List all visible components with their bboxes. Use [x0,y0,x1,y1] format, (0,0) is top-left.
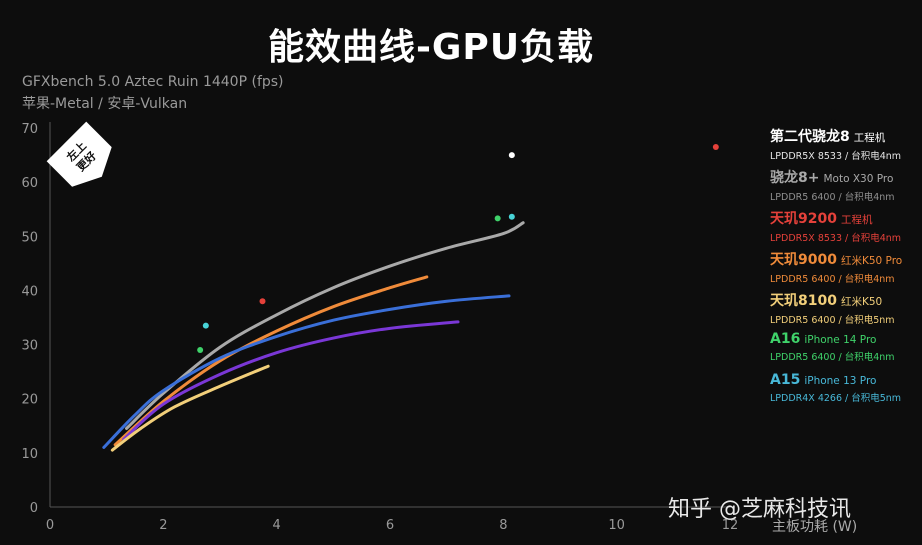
legend-item-spec: LPDDR5X 8533 / 台积电4nm [770,151,902,162]
data-point [202,322,209,329]
legend-chip-name: 天玑9200 [770,211,837,227]
data-point [494,215,501,222]
legend-item-name: A15 iPhone 13 Pro [770,372,920,388]
data-point [259,298,266,305]
chart-title: 能效曲线-GPU负载 [267,27,595,68]
y-tick-label: 40 [21,284,38,299]
legend-item: 天玑9000 红米K50 Pro LPDDR5 6400 / 台积电4nm [770,249,920,290]
legend-item-spec: LPDDR5 6400 / 台积电4nm [770,192,895,203]
y-tick-label: 60 [21,176,38,191]
data-point [508,152,515,159]
legend: 第二代骁龙8 工程机 LPDDR5X 8533 / 台积电4nm 骁龙8+ Moto X… [770,126,920,413]
data-point [712,143,719,150]
legend-device-model: 工程机 [840,214,873,226]
legend-item-name: 天玑8100 红米K50 [770,290,920,310]
legend-chip-name: A15 [770,372,801,388]
data-point [197,346,204,353]
legend-item-spec: LPDDR5X 8533 / 台积电4nm [770,233,902,244]
legend-item: A16 iPhone 14 Pro LPDDR5 6400 / 台积电4nm [770,331,920,372]
legend-device-model: 红米K50 Pro [840,255,903,267]
legend-device-model: 红米K50 [840,296,883,308]
x-tick-label: 6 [386,518,394,533]
legend-item-name: A16 iPhone 14 Pro [770,331,920,347]
x-tick-label: 12 [722,518,739,533]
legend-chip-name: A16 [770,331,801,347]
chart-subtitle-api: 苹果-Metal / 安卓-Vulkan [22,96,188,112]
series-line [102,294,511,449]
series-line [125,221,525,430]
legend-item-name: 天玑9000 红米K50 Pro [770,249,920,269]
legend-device-model: Moto X30 Pro [823,173,894,185]
legend-item: 第二代骁龙8 工程机 LPDDR5X 8533 / 台积电4nm [770,126,920,167]
legend-chip-name: 天玑9000 [770,252,837,268]
data-point [508,213,515,220]
y-tick-label: 10 [21,447,38,462]
x-axis-label: 主板功耗 (W) [772,519,858,535]
legend-device-model: 工程机 [853,132,886,144]
y-tick-label: 70 [21,122,38,137]
legend-chip-name: 第二代骁龙8 [770,129,850,145]
y-tick-label: 20 [21,393,38,408]
series-line [113,275,429,447]
legend-device-model: iPhone 14 Pro [804,334,877,346]
x-tick-label: 2 [159,518,167,533]
legend-item: A15 iPhone 13 Pro LPDDR4X 4266 / 台积电5nm [770,372,920,413]
legend-item-name: 第二代骁龙8 工程机 [770,126,920,146]
legend-chip-name: 骁龙8+ [770,170,820,186]
y-tick-label: 50 [21,230,38,245]
legend-chip-name: 天玑8100 [770,293,837,309]
y-tick-label: 30 [21,339,38,354]
legend-item-spec: LPDDR5 6400 / 台积电4nm [770,352,895,363]
legend-item: 骁龙8+ Moto X30 Pro LPDDR5 6400 / 台积电4nm [770,167,920,208]
legend-item-spec: LPDDR4X 4266 / 台积电5nm [770,393,902,404]
series-line [110,364,270,452]
legend-item: 天玑9200 工程机 LPDDR5X 8533 / 台积电4nm [770,208,920,249]
legend-item-spec: LPDDR5 6400 / 台积电5nm [770,315,895,326]
x-tick-label: 10 [608,518,625,533]
x-tick-label: 0 [46,518,54,533]
series-line [122,320,460,441]
x-tick-label: 8 [499,518,507,533]
x-tick-label: 4 [273,518,281,533]
legend-item-name: 骁龙8+ Moto X30 Pro [770,167,920,187]
legend-item-spec: LPDDR5 6400 / 台积电4nm [770,274,895,285]
legend-item: 天玑8100 红米K50 LPDDR5 6400 / 台积电5nm [770,290,920,331]
watermark: 知乎 @芝麻科技讯 [668,497,851,522]
badge-shape [46,121,112,187]
legend-device-model: iPhone 13 Pro [804,375,877,387]
y-tick-label: 0 [30,501,38,516]
chart-subtitle-benchmark: GFXbench 5.0 Aztec Ruin 1440P (fps) [22,74,284,90]
legend-item-name: 天玑9200 工程机 [770,208,920,228]
